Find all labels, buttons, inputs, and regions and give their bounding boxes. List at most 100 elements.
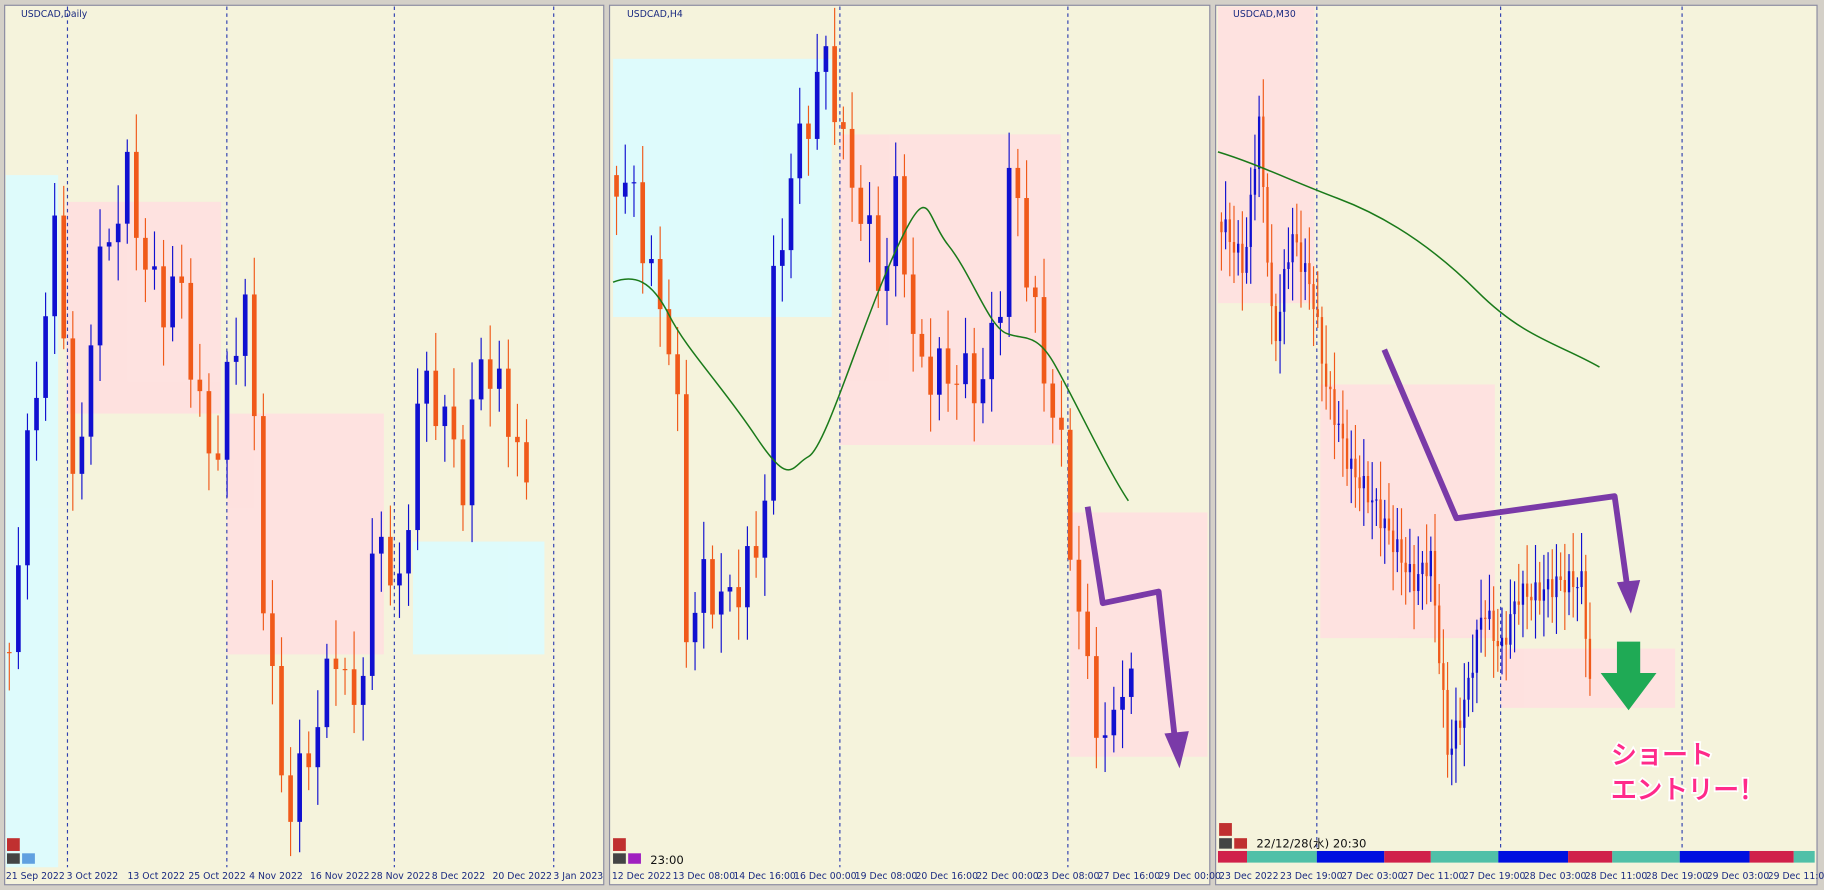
candle xyxy=(242,294,248,356)
icon[interactable] xyxy=(6,853,20,864)
candle xyxy=(1584,571,1587,639)
time-label: 23:00 xyxy=(650,853,684,867)
candle xyxy=(1316,309,1319,318)
candle xyxy=(1580,571,1583,588)
candle xyxy=(989,322,995,380)
candle xyxy=(1024,198,1029,288)
candle xyxy=(1484,617,1487,620)
candle xyxy=(1241,243,1244,273)
icon[interactable] xyxy=(613,838,626,851)
candle xyxy=(875,215,881,291)
candle xyxy=(1417,574,1420,592)
candle xyxy=(1291,234,1294,263)
icon[interactable] xyxy=(1234,838,1248,849)
candle xyxy=(270,613,275,667)
candle xyxy=(1467,677,1470,700)
icon[interactable] xyxy=(6,838,20,851)
candle xyxy=(1563,580,1566,593)
x-label: 16 Dec 00:00 xyxy=(794,871,857,882)
candle xyxy=(306,753,312,768)
candle xyxy=(1006,167,1012,317)
down-arrow xyxy=(1600,641,1657,711)
candle xyxy=(1358,477,1361,489)
candle xyxy=(701,559,707,613)
candle xyxy=(631,182,637,184)
candle xyxy=(1446,689,1449,755)
candle xyxy=(1345,438,1349,469)
candle xyxy=(1387,518,1391,531)
candle xyxy=(1283,268,1286,312)
candle xyxy=(806,123,811,139)
candle xyxy=(963,353,968,385)
candle xyxy=(884,266,890,291)
candle xyxy=(1050,383,1056,418)
bar-seg xyxy=(1316,850,1385,863)
x-label: 23 Dec 08:00 xyxy=(1037,871,1100,882)
candle xyxy=(640,182,646,264)
candle xyxy=(1546,579,1550,590)
icon[interactable] xyxy=(1219,838,1232,849)
candle xyxy=(469,399,475,506)
candle xyxy=(1278,311,1282,342)
candle xyxy=(954,383,960,385)
x-label: 13 Dec 08:00 xyxy=(673,871,736,882)
candle xyxy=(397,573,402,586)
candle xyxy=(1274,306,1278,342)
x-label: 23 Dec 2022 xyxy=(1219,871,1278,882)
icon[interactable] xyxy=(22,853,35,864)
candle xyxy=(1245,246,1248,273)
bar-seg xyxy=(1430,850,1499,863)
icon[interactable] xyxy=(613,853,626,864)
candle xyxy=(1341,423,1345,439)
candle xyxy=(1371,500,1374,503)
candle xyxy=(134,151,139,238)
candle xyxy=(143,237,148,270)
zones xyxy=(5,6,1676,868)
icon[interactable] xyxy=(1219,823,1232,836)
candle xyxy=(43,316,48,398)
candle xyxy=(161,266,166,328)
moving-average xyxy=(1217,151,1600,368)
candle xyxy=(251,294,257,417)
candle xyxy=(1496,640,1499,647)
candle xyxy=(261,416,266,614)
candle xyxy=(1111,709,1117,736)
candle xyxy=(1442,663,1445,690)
candle xyxy=(342,669,348,671)
candle xyxy=(1304,263,1307,272)
candle xyxy=(351,669,357,705)
candle xyxy=(649,258,654,264)
candle xyxy=(684,394,689,643)
candle xyxy=(1412,564,1416,592)
candle xyxy=(1567,571,1571,593)
candle xyxy=(1454,720,1458,749)
x-label: 16 Nov 2022 xyxy=(310,871,370,882)
candle xyxy=(1588,638,1592,679)
zone xyxy=(839,134,1061,446)
annotation: エントリー！ xyxy=(1611,776,1764,806)
zone xyxy=(412,541,545,655)
candle xyxy=(1308,263,1311,285)
candle xyxy=(1404,562,1407,573)
candle xyxy=(1059,417,1064,430)
candle xyxy=(1555,576,1558,598)
candle xyxy=(1337,423,1340,425)
candle xyxy=(170,276,175,328)
candle xyxy=(1224,219,1227,233)
candle xyxy=(858,187,864,224)
candle xyxy=(34,397,39,431)
candle xyxy=(1262,116,1265,188)
x-label: 23 Dec 19:00 xyxy=(1280,871,1343,882)
candle xyxy=(25,430,30,566)
candle xyxy=(1362,475,1365,489)
icon[interactable] xyxy=(628,853,641,864)
candle xyxy=(79,436,85,474)
candle xyxy=(832,46,837,123)
candle xyxy=(197,379,203,392)
candle xyxy=(622,182,628,197)
candle xyxy=(233,355,239,362)
candle xyxy=(1383,518,1386,529)
candle xyxy=(1287,262,1290,269)
candle xyxy=(288,775,293,822)
candle xyxy=(1270,262,1273,307)
